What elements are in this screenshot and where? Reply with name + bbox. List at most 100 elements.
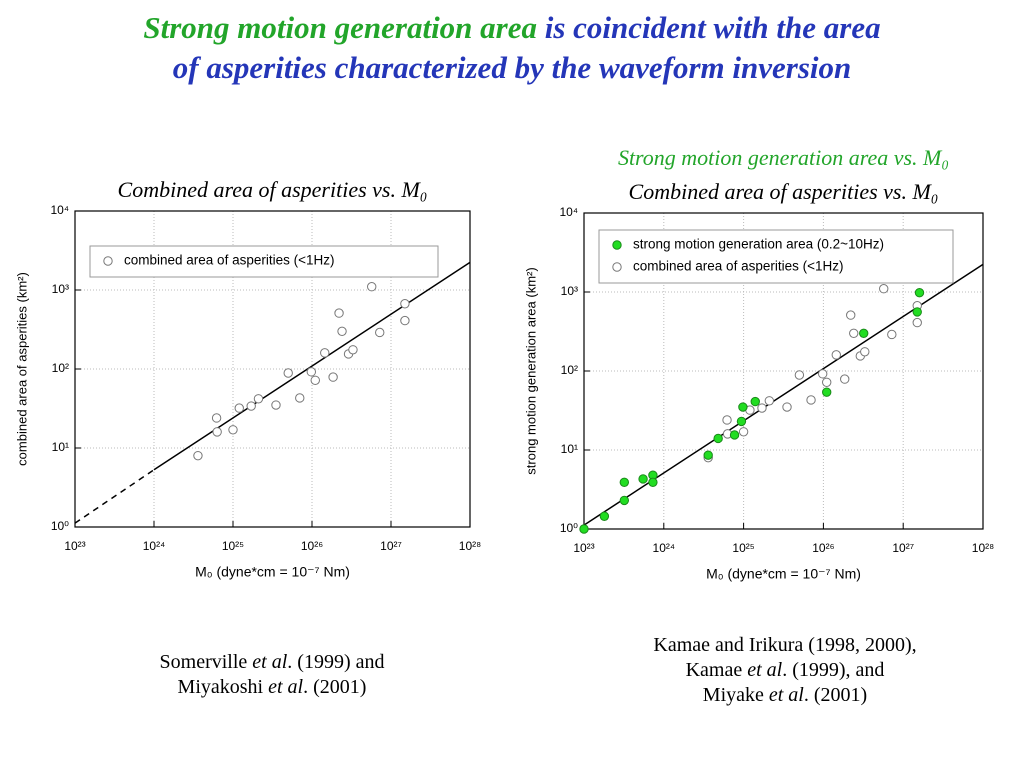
point xyxy=(579,524,589,534)
caption-text: . (2001) xyxy=(303,676,367,698)
caption-text: et al xyxy=(268,676,304,698)
point xyxy=(348,345,358,355)
point xyxy=(859,328,869,339)
caption-text: . (1999), and xyxy=(782,659,885,681)
y-tick-label: 10¹ xyxy=(52,440,69,454)
x-tick-label: 10²⁷ xyxy=(380,539,402,553)
point xyxy=(295,393,305,403)
y-tick-label: 10¹ xyxy=(561,442,578,456)
y-tick-label: 10⁰ xyxy=(51,519,69,533)
point xyxy=(367,282,377,292)
point xyxy=(914,287,925,298)
point xyxy=(722,415,732,425)
point xyxy=(193,450,203,461)
chart-title: Combined area of asperities vs. M₀ xyxy=(629,179,939,204)
point xyxy=(860,347,870,357)
x-tick-label: 10²⁵ xyxy=(732,541,754,555)
y-tick-label: 10³ xyxy=(52,282,69,296)
caption-text: Miyake xyxy=(702,684,769,706)
x-tick-label: 10²⁸ xyxy=(459,539,481,553)
caption-text: . (2001) xyxy=(803,684,868,706)
x-tick-label: 10²⁷ xyxy=(892,541,914,555)
point xyxy=(619,477,630,488)
point xyxy=(648,477,658,488)
caption-line: Miyake et al. (2001) xyxy=(585,683,985,708)
x-axis-label: M₀ (dyne*cm = 10⁻⁷ Nm) xyxy=(706,566,861,582)
point xyxy=(211,413,222,423)
x-tick-label: 10²⁶ xyxy=(301,539,323,553)
fit-line xyxy=(583,263,984,526)
title-part: is coincident with the area xyxy=(537,10,881,45)
legend-label: strong motion generation area (0.2~10Hz) xyxy=(633,237,884,252)
point xyxy=(271,400,281,410)
point xyxy=(840,374,850,384)
point xyxy=(638,474,648,484)
point xyxy=(212,427,222,437)
legend-label: combined area of asperities (<1Hz) xyxy=(633,259,843,274)
point xyxy=(310,375,320,385)
caption-text: et al xyxy=(768,684,804,706)
x-tick-label: 10²³ xyxy=(573,541,594,555)
point xyxy=(849,328,859,339)
point xyxy=(912,317,922,328)
plot-frame xyxy=(583,212,984,530)
caption-line: Kamae et al. (1999), and xyxy=(585,658,985,683)
point xyxy=(764,396,775,406)
caption-line: Miyakoshi et al. (2001) xyxy=(72,675,472,700)
point xyxy=(846,310,856,320)
point xyxy=(736,416,747,427)
caption-line: Kamae and Irikura (1998, 2000), xyxy=(585,633,985,658)
legend-box xyxy=(598,229,954,284)
point xyxy=(306,367,317,377)
point xyxy=(738,402,748,412)
point xyxy=(228,425,238,435)
point xyxy=(831,350,841,360)
slide-title: Strong motion generation area is coincid… xyxy=(0,8,1024,88)
point xyxy=(283,368,293,378)
x-tick-label: 10²⁴ xyxy=(653,541,676,555)
y-tick-label: 10² xyxy=(52,361,69,375)
point xyxy=(729,430,740,440)
x-tick-label: 10²³ xyxy=(64,539,85,553)
point xyxy=(879,284,889,294)
point xyxy=(619,495,630,506)
caption-line: Somerville et al. (1999) and xyxy=(72,650,472,675)
y-tick-label: 10³ xyxy=(561,284,578,298)
point xyxy=(822,387,832,397)
caption: Kamae and Irikura (1998, 2000), Kamae et … xyxy=(585,633,985,708)
point xyxy=(599,511,610,521)
legend-label: combined area of asperities (<1Hz) xyxy=(124,253,334,268)
point xyxy=(246,401,256,411)
point xyxy=(822,377,832,387)
point xyxy=(400,299,410,309)
y-axis-label: combined area of asperities (km²) xyxy=(14,272,29,466)
point xyxy=(234,403,244,413)
x-axis-label: M₀ (dyne*cm = 10⁻⁷ Nm) xyxy=(195,564,350,580)
caption-text: Miyakoshi xyxy=(177,676,269,698)
title-part: of asperities characterized by the wavef… xyxy=(172,50,852,85)
x-tick-label: 10²⁶ xyxy=(812,541,834,555)
plot-frame xyxy=(74,210,471,528)
x-tick-label: 10²⁸ xyxy=(972,541,994,555)
y-axis-label: strong motion generation area (km²) xyxy=(523,267,538,474)
fit-line xyxy=(153,261,471,471)
point xyxy=(400,315,410,326)
point xyxy=(794,370,805,380)
caption: Somerville et al. (1999) and Miyakoshi et… xyxy=(72,650,472,700)
fit-line xyxy=(74,469,155,524)
point xyxy=(713,433,723,444)
point xyxy=(887,329,897,340)
x-tick-label: 10²⁵ xyxy=(222,539,244,553)
point xyxy=(806,395,816,405)
point xyxy=(757,403,767,413)
point xyxy=(253,394,264,404)
point xyxy=(328,372,338,382)
y-tick-label: 10⁰ xyxy=(560,521,578,535)
point xyxy=(738,427,749,437)
point xyxy=(375,327,385,338)
point xyxy=(817,369,828,379)
caption-text: Somerville xyxy=(159,651,253,673)
x-tick-label: 10²⁴ xyxy=(143,539,166,553)
